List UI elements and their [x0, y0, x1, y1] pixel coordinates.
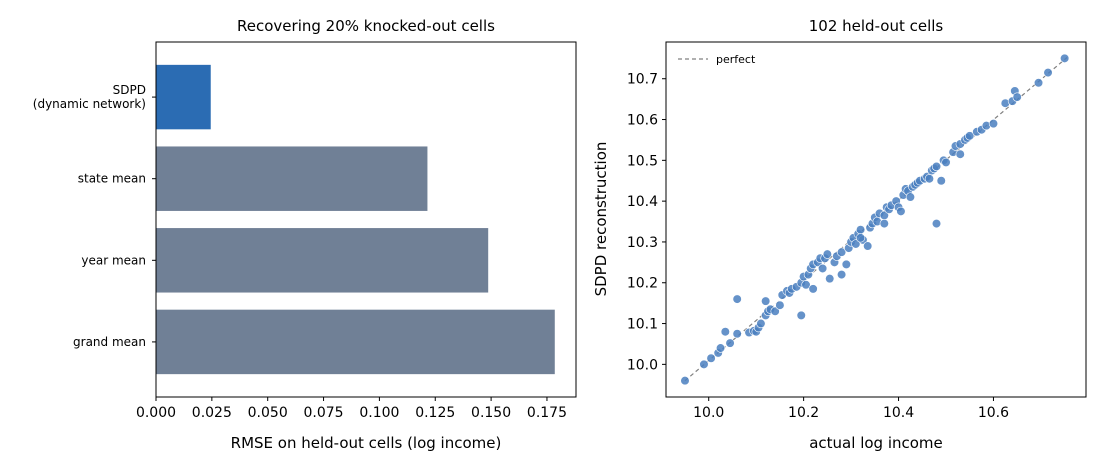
scatter-xtick-label: 10.6 — [978, 405, 1009, 421]
scatter-x-ticks: 10.0 10.2 10.4 10.6 — [693, 397, 1009, 421]
bar-chart-title: Recovering 20% knocked-out cells — [237, 17, 495, 35]
bar-x-ticks: 0.000 0.025 0.050 0.075 0.100 0.125 0.150 0.175 — [136, 397, 567, 421]
scatter-point — [955, 149, 965, 159]
scatter-point — [822, 249, 832, 259]
bar-chart-frame — [155, 41, 577, 398]
scatter-xtick-label: 10.0 — [693, 405, 724, 421]
scatter-point — [936, 176, 946, 186]
scatter-point — [1012, 92, 1022, 102]
bar-xtick-label: 0.150 — [471, 405, 511, 421]
scatter-chart-ylabel: SDPD reconstruction — [592, 142, 610, 297]
scatter-point — [836, 247, 847, 257]
scatter-point — [836, 269, 847, 280]
bar-xtick-label: 0.000 — [136, 405, 176, 421]
scatter-point — [1060, 53, 1070, 63]
scatter-point — [796, 310, 806, 320]
scatter-point — [732, 294, 742, 304]
scatter-ytick-label: 10.1 — [627, 317, 658, 333]
scatter-y-ticks: 10.0 10.1 10.2 10.3 10.4 10.5 10.6 10.7 — [627, 72, 666, 373]
bar-category-label: (dynamic network) — [33, 97, 146, 111]
scatter-point — [1033, 78, 1044, 88]
scatter-point — [1043, 68, 1053, 78]
scatter-ytick-label: 10.2 — [627, 276, 658, 292]
scatter-point — [931, 161, 942, 172]
scatter-point — [924, 174, 934, 184]
scatter-ytick-label: 10.7 — [627, 72, 658, 88]
bar-3 — [156, 309, 555, 375]
scatter-point — [732, 329, 742, 339]
bar-category-label: grand mean — [73, 335, 146, 349]
bar-chart: Recovering 20% knocked-out cells 0.000 0.… — [33, 17, 577, 452]
scatter-ytick-label: 10.4 — [627, 194, 658, 210]
bar-chart-xlabel: RMSE on held-out cells (log income) — [231, 434, 502, 452]
bar-0 — [156, 64, 211, 130]
scatter-legend: perfect — [678, 53, 756, 66]
scatter-point — [801, 280, 811, 290]
scatter-ytick-label: 10.3 — [627, 235, 658, 251]
scatter-chart-xlabel: actual log income — [809, 434, 943, 452]
bar-xtick-label: 0.175 — [527, 405, 567, 421]
scatter-point — [715, 343, 726, 353]
scatter-point — [905, 192, 916, 202]
bar-xtick-label: 0.100 — [359, 405, 399, 421]
bar-1 — [156, 146, 428, 211]
scatter-point — [825, 274, 835, 284]
scatter-point — [855, 233, 866, 243]
scatter-chart-title: 102 held-out cells — [809, 17, 944, 35]
scatter-point — [841, 259, 851, 269]
bar-2 — [156, 228, 489, 293]
scatter-point — [775, 300, 785, 310]
scatter-point — [818, 263, 828, 274]
scatter-chart-frame — [665, 41, 1087, 398]
bar-xtick-label: 0.050 — [248, 405, 288, 421]
scatter-chart: 102 held-out cells 10.0 10.2 10.4 10.6 10.0… — [592, 17, 1087, 452]
bar-category-label: SDPD — [113, 83, 146, 97]
scatter-marks — [680, 53, 1070, 386]
scatter-point — [699, 359, 709, 369]
scatter-point — [756, 318, 766, 329]
scatter-point — [879, 218, 889, 229]
scatter-point — [761, 296, 771, 306]
scatter-point — [706, 353, 716, 363]
bar-marks — [156, 64, 555, 375]
scatter-point — [965, 131, 975, 141]
scatter-point — [931, 218, 942, 229]
scatter-point — [680, 376, 690, 386]
scatter-point — [720, 327, 730, 337]
scatter-point — [770, 306, 780, 316]
scatter-point — [725, 338, 735, 348]
bar-category-label: state mean — [78, 172, 146, 186]
scatter-point — [988, 119, 999, 129]
bar-xtick-label: 0.075 — [304, 405, 344, 421]
scatter-point — [855, 225, 866, 235]
scatter-point — [941, 157, 951, 167]
scatter-ytick-label: 10.0 — [627, 357, 658, 373]
scatter-point — [851, 239, 861, 249]
bar-xtick-label: 0.125 — [415, 405, 455, 421]
scatter-ytick-label: 10.5 — [627, 153, 658, 169]
scatter-point — [896, 206, 906, 216]
scatter-xtick-label: 10.2 — [788, 405, 819, 421]
perfect-line — [684, 57, 1068, 382]
scatter-xtick-label: 10.4 — [883, 405, 914, 421]
legend-perfect-label: perfect — [716, 53, 756, 66]
bar-xtick-label: 0.025 — [192, 405, 232, 421]
scatter-point — [808, 284, 818, 294]
scatter-ytick-label: 10.6 — [627, 113, 658, 129]
bar-categories: SDPD(dynamic network) state mean year mean… — [33, 83, 156, 349]
scatter-point — [863, 241, 873, 251]
bar-category-label: year mean — [81, 253, 146, 267]
